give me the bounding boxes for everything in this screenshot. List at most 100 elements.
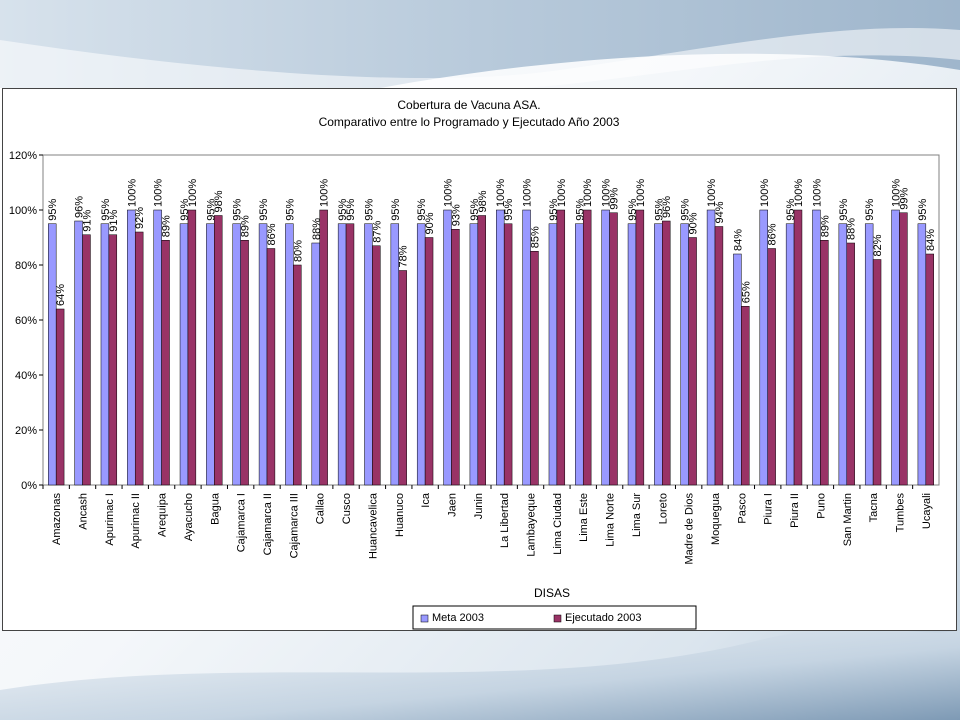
data-label-meta: 95% (390, 199, 402, 221)
y-tick-label: 20% (15, 425, 37, 437)
x-tick-label: Cajamarca I (236, 493, 248, 552)
bar-ejecutado (187, 209, 197, 486)
legend-swatch-meta (420, 614, 429, 623)
x-tick-label: Puno (815, 493, 827, 519)
bar-ejecutado (925, 253, 934, 486)
x-tick-label: Ucayali (921, 493, 933, 529)
x-tick-label: Lima Sur (631, 493, 643, 537)
y-tick-label: 120% (9, 150, 37, 162)
x-axis-title: DISAS (534, 586, 570, 600)
x-tick-label: Ica (420, 492, 432, 508)
bar-meta (206, 223, 215, 486)
data-label-ejecutado: 86% (266, 223, 278, 245)
bar-meta (864, 223, 874, 486)
data-label-meta: 95% (179, 199, 191, 221)
bar-ejecutado (398, 270, 407, 486)
data-label-meta: 95% (548, 199, 560, 221)
bar-meta (706, 209, 716, 486)
top-wave-decoration (0, 0, 960, 88)
bar-ejecutado (899, 212, 908, 486)
data-label-meta: 95% (469, 199, 481, 221)
x-tick-label: Huanuco (394, 493, 406, 537)
data-label-ejecutado: 100% (187, 179, 199, 207)
bar-ejecutado (741, 306, 750, 486)
bar-ejecutado (108, 234, 118, 486)
bar-meta (917, 223, 927, 486)
data-label-meta: 95% (917, 199, 929, 221)
x-tick-label: Amazonas (51, 493, 63, 545)
bar-ejecutado (662, 220, 671, 486)
x-tick-label: Moquegua (710, 492, 722, 545)
data-label-ejecutado: 95% (503, 199, 515, 221)
bar-ejecutado (820, 240, 829, 486)
data-label-ejecutado: 100% (635, 179, 647, 207)
data-label-ejecutado: 99% (898, 188, 910, 210)
data-label-meta: 95% (337, 199, 349, 221)
bar-ejecutado (134, 231, 144, 486)
data-label-meta: 95% (416, 199, 428, 221)
bar-meta (179, 223, 189, 486)
data-label-ejecutado: 94% (714, 201, 726, 223)
data-label-ejecutado: 89% (240, 215, 252, 237)
x-axis-labels-group: Amazonas Ancash Apurimac I Apurimac II Arequ… (42, 485, 933, 565)
x-tick-label: Cajamarca II (262, 493, 274, 555)
bar-meta (680, 223, 689, 486)
bar-ejecutado (846, 242, 855, 486)
bar-meta (812, 209, 821, 486)
bar-meta (100, 223, 110, 486)
data-label-meta: 95% (864, 199, 876, 221)
data-label-ejecutado: 90% (424, 212, 436, 234)
data-label-ejecutado: 65% (740, 281, 752, 303)
data-label-ejecutado: 89% (161, 215, 173, 237)
data-label-meta: 100% (891, 179, 903, 207)
bar-ejecutado (503, 223, 513, 486)
x-tick-label: Bagua (209, 492, 221, 525)
x-tick-label: La Libertad (499, 493, 511, 548)
data-label-meta: 100% (522, 179, 534, 207)
data-label-meta: 95% (205, 199, 217, 221)
bar-meta (522, 209, 531, 486)
legend: Meta 2003 Ejecutado 2003 (412, 605, 697, 630)
bar-ejecutado (161, 240, 170, 486)
x-tick-label: Piura I (763, 493, 775, 525)
bar-ejecutado (872, 259, 882, 486)
bar-meta (232, 223, 241, 486)
bar-meta (759, 209, 768, 486)
bar-ejecutado (767, 248, 776, 486)
data-label-meta: 100% (495, 179, 507, 207)
data-label-ejecutado: 96% (661, 196, 673, 218)
data-label-ejecutado: 92% (134, 207, 146, 229)
bar-ejecutado (240, 240, 249, 486)
bar-meta (153, 209, 162, 486)
bar-chart: Cobertura de Vacuna ASA. Comparativo ent… (9, 98, 940, 630)
value-labels-group: 95%64%96%91% 95%91%100%92%100%89%95%100%9… (47, 179, 937, 306)
data-label-ejecutado: 93% (450, 204, 462, 226)
x-tick-label: Arequipa (157, 492, 169, 537)
data-label-ejecutado: 82% (872, 234, 884, 256)
data-label-meta: 95% (627, 199, 639, 221)
x-tick-label: Lambayeque (526, 493, 538, 557)
data-label-ejecutado: 64% (55, 284, 67, 306)
bar-meta (364, 223, 373, 486)
data-label-ejecutado: 100% (582, 179, 594, 207)
data-label-ejecutado: 100% (319, 179, 331, 207)
y-tick-label: 0% (21, 480, 37, 492)
x-tick-label: Cusco (341, 493, 353, 524)
bar-ejecutado (55, 308, 65, 486)
top-wave-highlight (0, 28, 960, 94)
bar-meta (496, 209, 505, 486)
bar-ejecutado (319, 209, 328, 486)
x-tick-label: Pasco (736, 493, 748, 524)
data-label-meta: 95% (574, 199, 586, 221)
x-tick-label: Apurimac I (104, 493, 116, 546)
data-label-meta: 88% (311, 218, 323, 240)
bar-meta (575, 223, 584, 486)
data-label-meta: 95% (653, 199, 665, 221)
bar-ejecutado (345, 223, 355, 486)
bar-meta (785, 223, 795, 486)
bar-ejecutado (266, 248, 276, 486)
x-tick-label: Madre de Dios (684, 493, 696, 565)
data-label-ejecutado: 99% (609, 188, 621, 210)
bar-ejecutado (477, 215, 486, 486)
y-tick-label: 40% (15, 370, 37, 382)
